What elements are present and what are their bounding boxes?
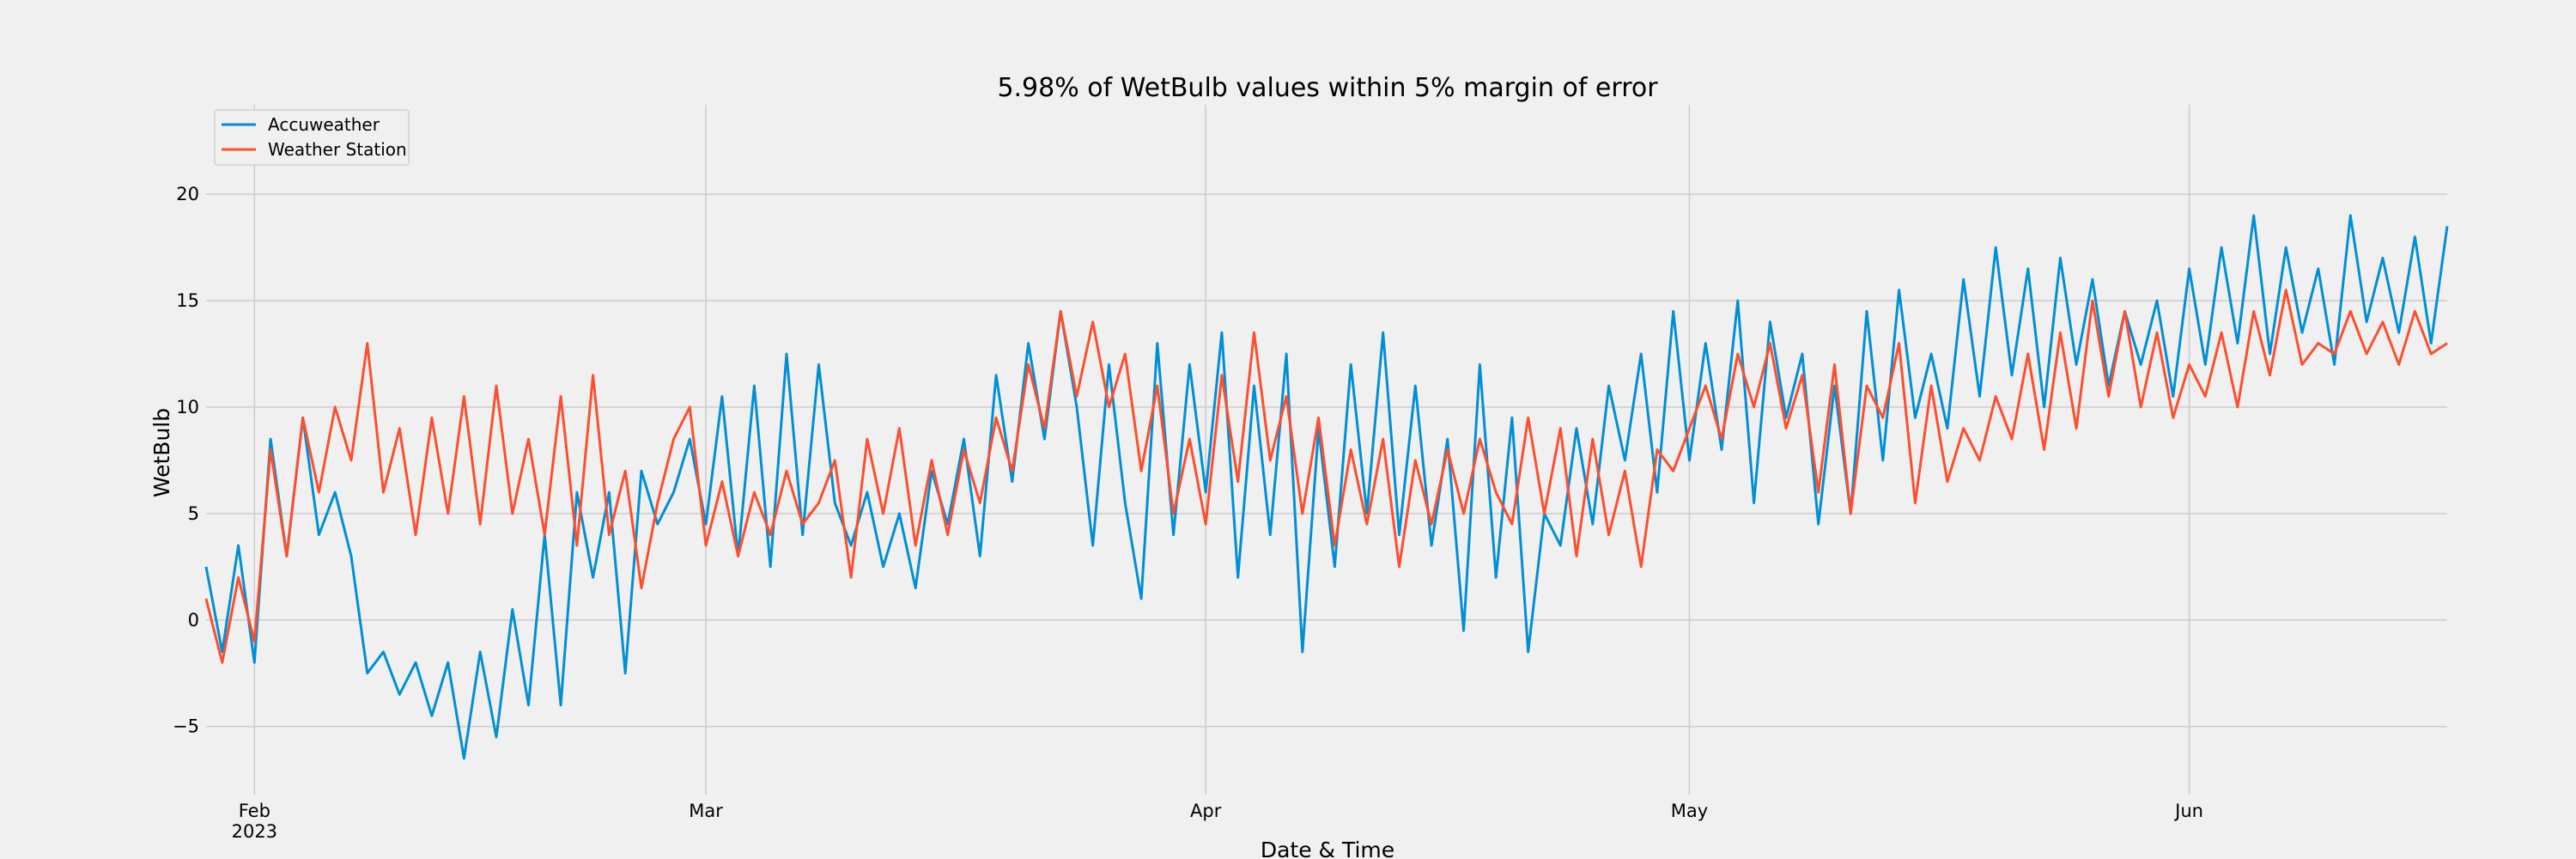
x-tick-sublabel: 2023 (232, 821, 277, 842)
grid (206, 105, 2447, 795)
series-line-weather-station (204, 289, 2448, 664)
x-tick-label: Feb (239, 801, 270, 821)
legend-box (214, 109, 410, 166)
x-tick-label: May (1671, 801, 1708, 821)
y-tick-label: 0 (188, 610, 199, 631)
legend: Accuweather Weather Station (214, 109, 410, 166)
x-tick-label: Jun (2173, 801, 2203, 821)
x-axis-label: Date & Time (1261, 838, 1394, 859)
legend-label-accuweather: Accuweather (268, 114, 380, 135)
y-tick-label: 5 (188, 503, 199, 524)
y-axis-ticks: −5 0 5 10 15 20 (173, 184, 199, 737)
y-tick-label: −5 (173, 716, 199, 737)
y-tick-label: 15 (176, 290, 199, 311)
x-tick-label: Mar (689, 801, 723, 821)
series-lines (204, 214, 2449, 760)
y-axis-label: WetBulb (149, 408, 174, 497)
x-tick-label: Apr (1190, 801, 1222, 821)
chart-title: 5.98% of WetBulb values within 5% margin… (997, 73, 1658, 103)
legend-label-weather-station: Weather Station (268, 139, 407, 160)
y-tick-label: 10 (176, 397, 199, 417)
y-tick-label: 20 (176, 184, 199, 204)
